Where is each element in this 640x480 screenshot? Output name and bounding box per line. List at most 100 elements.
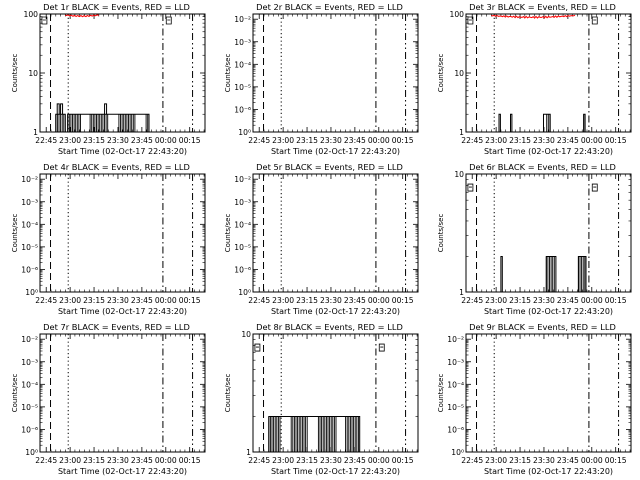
y-tick-label: 1	[459, 128, 464, 137]
y-tick-label: 10	[28, 69, 38, 78]
x-tick-label: 00:15	[392, 296, 414, 305]
x-tick-label: 00:00	[581, 456, 603, 465]
chart-title: Det 6r BLACK = Events, RED = LLD	[469, 162, 616, 172]
end-marker	[378, 343, 385, 352]
x-tick-label: 23:15	[296, 136, 318, 145]
y-tick-label: 10⁻³	[234, 38, 251, 47]
y-tick-label: 10⁻⁵	[234, 243, 251, 252]
y-tick-label: 10⁻⁵	[21, 403, 38, 412]
x-tick-label: 23:15	[509, 296, 531, 305]
detector-panel: Det 4r BLACK = Events, RED = LLD Counts/s…	[0, 160, 213, 320]
x-tick-label: 23:00	[485, 136, 507, 145]
x-axis-label: Start Time (02-Oct-17 22:43:20)	[58, 147, 187, 156]
x-tick-label: 00:15	[179, 296, 201, 305]
chart-title: Det 2r BLACK = Events, RED = LLD	[256, 2, 403, 12]
x-tick-label: 23:30	[533, 296, 555, 305]
x-tick-label: 23:15	[83, 456, 105, 465]
x-axis-label: Start Time (02-Oct-17 22:43:20)	[58, 307, 187, 316]
chart-title: Det 7r BLACK = Events, RED = LLD	[43, 322, 190, 332]
y-tick-label: 10⁰	[238, 128, 251, 137]
chart-title: Det 5r BLACK = Events, RED = LLD	[256, 162, 403, 172]
end-marker	[591, 183, 598, 192]
x-tick-label: 23:00	[59, 296, 81, 305]
detector-chart: Det 2r BLACK = Events, RED = LLD Counts/s…	[224, 2, 419, 156]
detector-panel: Det 9r BLACK = Events, RED = LLD Counts/s…	[426, 320, 639, 480]
y-tick-label: 10⁻²	[234, 175, 251, 184]
y-tick-label: 10⁻⁴	[21, 220, 38, 229]
chart-title: Det 1r BLACK = Events, RED = LLD	[43, 2, 190, 12]
x-tick-label: 00:00	[155, 456, 177, 465]
x-tick-label: 00:00	[581, 136, 603, 145]
x-tick-label: 00:15	[605, 136, 627, 145]
x-tick-label: 23:30	[107, 136, 129, 145]
y-tick-label: 10	[241, 330, 251, 339]
x-tick-label: 23:30	[320, 456, 342, 465]
y-tick-label: 10⁻²	[21, 175, 38, 184]
plot-frame	[39, 173, 206, 293]
x-tick-label: 23:45	[344, 136, 366, 145]
y-axis-label: Counts/sec	[437, 54, 445, 93]
y-axis-label: Counts/sec	[224, 374, 232, 413]
x-tick-label: 23:45	[131, 456, 153, 465]
x-tick-label: 23:15	[296, 456, 318, 465]
x-axis-label: Start Time (02-Oct-17 22:43:20)	[271, 307, 400, 316]
end-marker	[467, 16, 474, 25]
detector-panel: Det 1r BLACK = Events, RED = LLD Counts/s…	[0, 0, 213, 160]
y-tick-label: 10⁻³	[21, 198, 38, 207]
detector-chart: Det 7r BLACK = Events, RED = LLD Counts/s…	[11, 322, 206, 476]
detector-chart: Det 3r BLACK = Events, RED = LLD Counts/s…	[437, 2, 632, 156]
x-tick-label: 22:45	[35, 296, 57, 305]
y-axis-label: Counts/sec	[11, 374, 19, 413]
x-tick-label: 23:15	[83, 136, 105, 145]
y-axis-label: Counts/sec	[224, 214, 232, 253]
detector-panel: Det 5r BLACK = Events, RED = LLD Counts/s…	[213, 160, 426, 320]
x-tick-label: 23:00	[59, 136, 81, 145]
plot-frame	[465, 333, 632, 453]
x-axis-label: Start Time (02-Oct-17 22:43:20)	[58, 467, 187, 476]
x-tick-label: 23:30	[107, 456, 129, 465]
end-marker	[467, 183, 474, 192]
y-axis-label: Counts/sec	[11, 54, 19, 93]
events-series-outline	[500, 255, 503, 292]
x-tick-label: 23:30	[533, 456, 555, 465]
y-tick-label: 1	[246, 448, 251, 457]
x-axis-label: Start Time (02-Oct-17 22:43:20)	[271, 147, 400, 156]
plot-frame	[39, 333, 206, 453]
detector-panel: Det 3r BLACK = Events, RED = LLD Counts/s…	[426, 0, 639, 160]
end-marker	[41, 16, 48, 25]
y-tick-label: 10⁻⁴	[234, 60, 251, 69]
x-tick-label: 23:00	[485, 296, 507, 305]
plot-frame	[252, 13, 419, 133]
y-tick-label: 10⁻⁶	[234, 265, 251, 274]
x-tick-label: 22:45	[35, 136, 57, 145]
y-axis-label: Counts/sec	[224, 54, 232, 93]
y-tick-label: 10⁻³	[21, 358, 38, 367]
y-tick-label: 10⁰	[25, 288, 38, 297]
x-tick-label: 23:30	[320, 296, 342, 305]
x-tick-label: 23:00	[485, 456, 507, 465]
x-tick-label: 23:45	[344, 456, 366, 465]
x-tick-label: 00:15	[605, 296, 627, 305]
x-axis-label: Start Time (02-Oct-17 22:43:20)	[484, 467, 613, 476]
events-peak	[60, 103, 64, 115]
y-tick-label: 10⁻⁶	[21, 265, 38, 274]
y-axis-label: Counts/sec	[437, 214, 445, 253]
events-peak	[56, 103, 60, 115]
y-tick-label: 10⁰	[238, 288, 251, 297]
x-tick-label: 23:30	[533, 136, 555, 145]
detector-chart: Det 6r BLACK = Events, RED = LLD Counts/s…	[437, 162, 632, 316]
x-axis-label: Start Time (02-Oct-17 22:43:20)	[271, 467, 400, 476]
y-tick-label: 10⁻⁴	[21, 380, 38, 389]
x-tick-label: 22:45	[248, 296, 270, 305]
x-tick-label: 00:15	[392, 136, 414, 145]
x-axis-label: Start Time (02-Oct-17 22:43:20)	[484, 307, 613, 316]
x-tick-label: 23:15	[509, 136, 531, 145]
x-tick-label: 23:45	[131, 136, 153, 145]
y-tick-label: 10⁻⁵	[447, 403, 464, 412]
y-tick-label: 10⁻²	[234, 15, 251, 24]
y-tick-label: 10⁻⁵	[21, 243, 38, 252]
x-tick-label: 22:45	[35, 456, 57, 465]
x-tick-label: 23:00	[272, 296, 294, 305]
y-tick-label: 10⁻³	[234, 198, 251, 207]
x-tick-label: 22:45	[461, 296, 483, 305]
